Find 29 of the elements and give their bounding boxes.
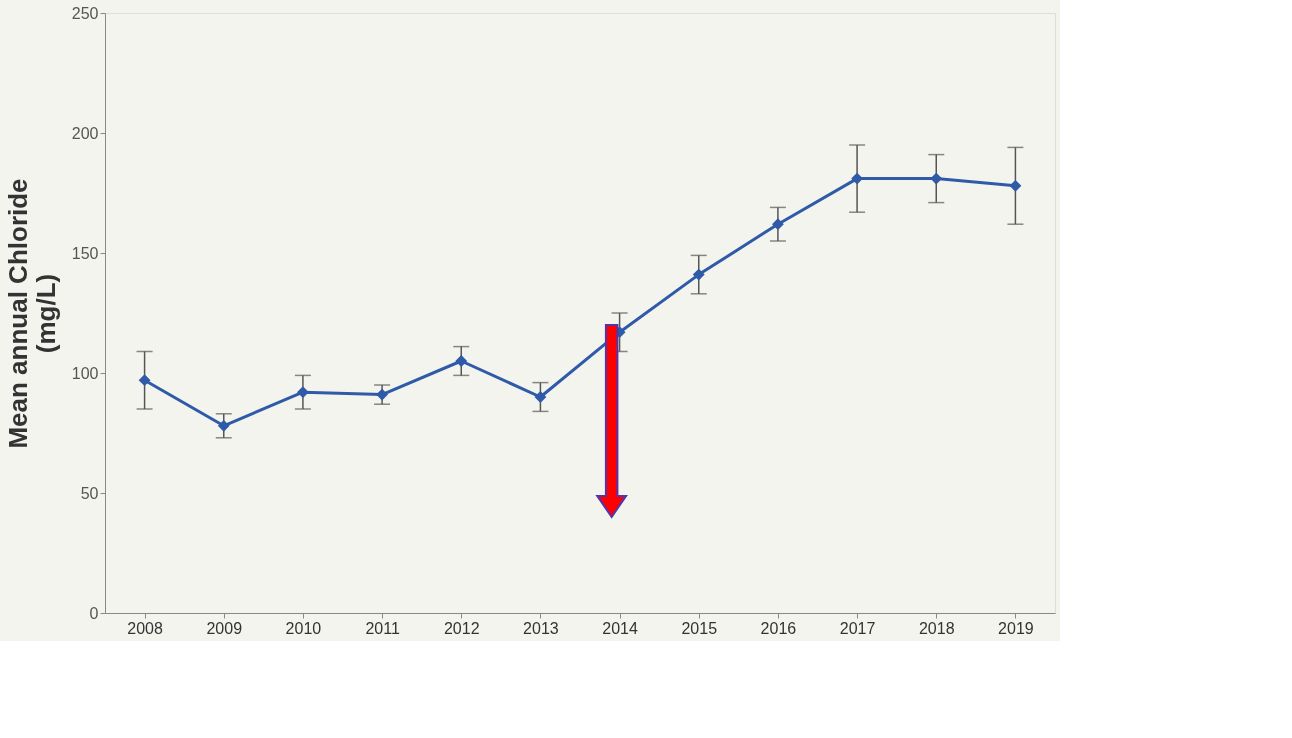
- y-tick-label: 100: [71, 364, 99, 382]
- x-tick-label: 2011: [365, 619, 400, 637]
- x-tick-label: 2010: [285, 619, 322, 637]
- y-tick-label: 200: [71, 124, 99, 142]
- x-tick-label: 2019: [998, 619, 1034, 637]
- point: [772, 218, 784, 231]
- point: [217, 419, 230, 432]
- y-tick-label: 250: [71, 4, 99, 22]
- y-tick-label: 50: [80, 484, 99, 502]
- point: [455, 355, 468, 367]
- point: [1009, 179, 1022, 192]
- y-tick-label: 150: [71, 244, 99, 262]
- point: [138, 374, 151, 387]
- x-tick-label: 2015: [681, 619, 718, 637]
- point: [534, 391, 547, 403]
- x-tick-label: 2009: [206, 619, 243, 637]
- x-tick-label: 2008: [127, 619, 163, 637]
- x-tick-label: 2018: [918, 619, 955, 637]
- point: [692, 268, 705, 281]
- x-tick-label: 2016: [760, 619, 797, 637]
- x-tick-label: 2012: [443, 619, 480, 637]
- point: [376, 388, 388, 401]
- y-axis-title: Mean annual Chloride (mg/L): [2, 178, 61, 449]
- y-tick-label: 0: [89, 604, 99, 622]
- x-tick-label: 2017: [839, 619, 876, 637]
- point: [851, 172, 863, 185]
- x-tick-label: 2014: [602, 619, 638, 637]
- x-tick-label: 2013: [523, 619, 559, 637]
- point: [297, 386, 309, 399]
